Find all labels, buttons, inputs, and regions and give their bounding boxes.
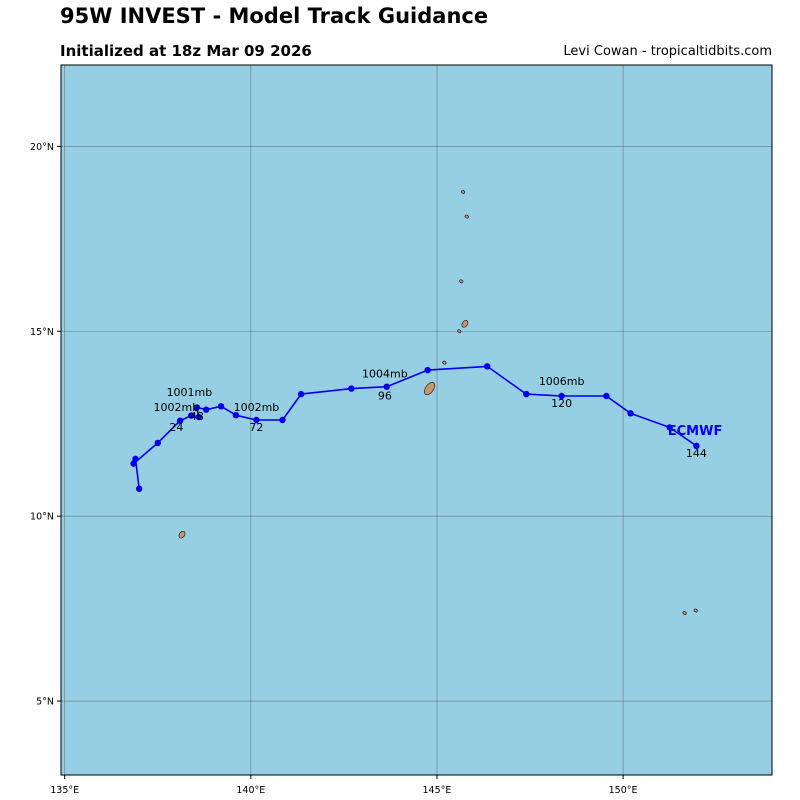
track-point[interactable] [297,390,305,398]
track-point[interactable] [383,383,390,390]
island-saipan [461,320,469,328]
track-point[interactable] [176,417,184,424]
track-point[interactable] [217,403,225,410]
y-tick-label: 15°N [30,327,54,338]
island-agrihan [461,189,466,194]
x-tick-label: 145°E [423,785,452,796]
track-point[interactable] [348,385,355,392]
track-point[interactable] [154,439,161,447]
track-point[interactable] [627,410,634,417]
x-tick-label: 135°E [50,785,79,796]
credit-label: Levi Cowan - tropicaltidbits.com [563,44,772,59]
track-point[interactable] [193,404,201,411]
pressure-label: 1004mb [362,367,408,380]
track-point[interactable] [523,390,530,398]
island-chuuk-west [682,611,687,615]
island-yap [178,530,186,539]
island-anatahan [459,279,464,284]
track-point[interactable] [693,442,700,450]
island-tinian [457,329,462,334]
track-point[interactable] [666,424,673,431]
pressure-label: 1002mb [154,401,200,414]
track-point[interactable] [135,485,143,492]
y-tick-label: 20°N [30,142,54,153]
forecast-hour-label: 96 [378,390,392,403]
y-tick-label: 5°N [36,697,54,708]
forecast-hour-label: 48 [190,410,204,423]
map-frame [60,64,773,776]
pressure-label: 1002mb [234,401,280,414]
forecast-hour-label: 24 [169,421,183,434]
y-tick-label: 10°N [30,512,54,523]
island-guam [423,382,436,396]
forecast-hour-label: 144 [686,447,707,460]
track-point[interactable] [484,363,491,370]
track-point[interactable] [253,416,260,424]
track-point[interactable] [132,455,139,463]
x-tick-label: 150°E [609,785,638,796]
track-point[interactable] [130,460,137,467]
track-point[interactable] [603,392,610,400]
island-chuuk-east [693,608,698,613]
track-point[interactable] [202,406,210,413]
init-time-subtitle: Initialized at 18z Mar 09 2026 [60,42,312,60]
track-point[interactable] [188,412,195,419]
track-point[interactable] [279,416,286,424]
model-track-line [132,365,697,489]
x-tick-label: 140°E [236,785,265,796]
forecast-hour-label: 120 [551,397,572,410]
forecast-hour-label: 72 [249,421,263,434]
pressure-label: 1001mb [167,386,213,399]
model-name-label: ECMWF [668,424,723,439]
page-title: 95W INVEST - Model Track Guidance [60,4,489,28]
island-rota [442,360,447,365]
track-point[interactable] [558,392,565,400]
island-pagan [464,214,469,219]
track-point[interactable] [195,413,202,421]
ocean-background [61,65,772,775]
track-point[interactable] [232,411,240,419]
pressure-label: 1006mb [539,375,585,388]
track-point[interactable] [424,366,431,374]
